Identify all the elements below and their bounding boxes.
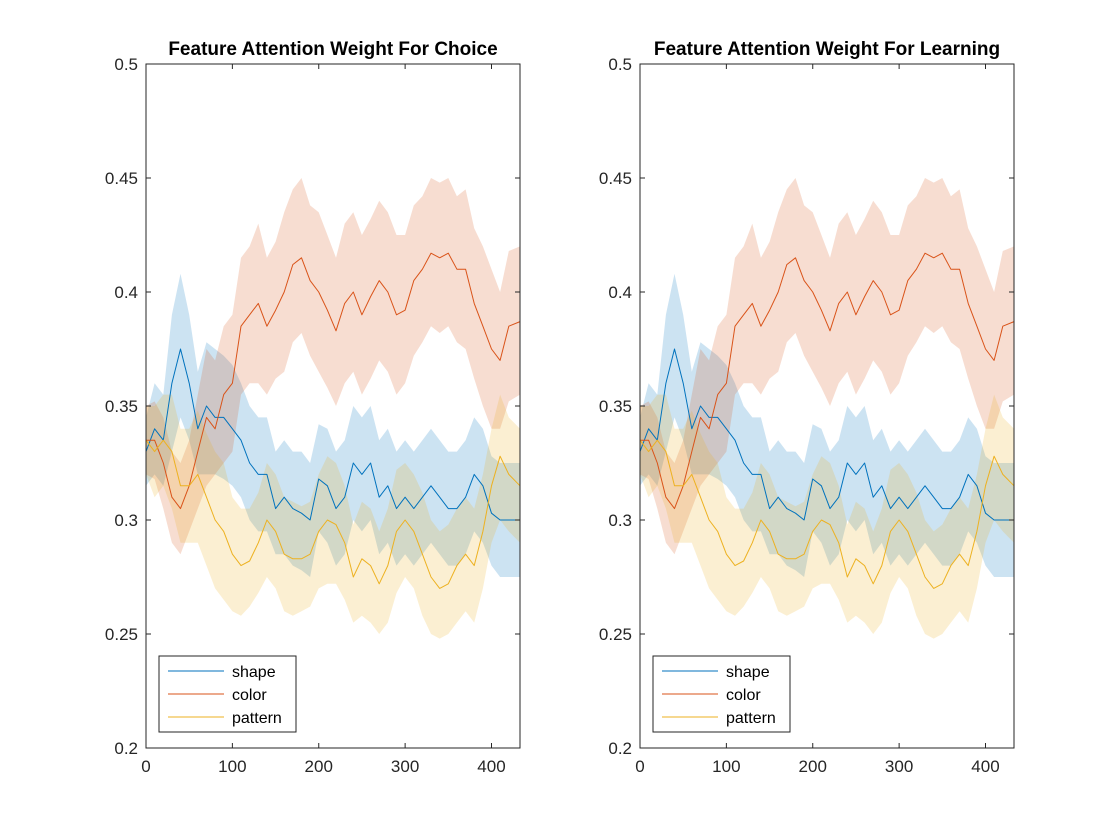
series-line-shape (145, 348, 520, 521)
y-tick-label: 0.3 (114, 511, 138, 530)
x-tick-label: 300 (391, 757, 419, 776)
series-line-color (640, 252, 1015, 510)
y-tick-label: 0.2 (608, 739, 632, 758)
x-tick-label: 0 (635, 757, 644, 776)
y-tick-label: 0.4 (114, 283, 138, 302)
y-tick-label: 0.35 (105, 397, 138, 416)
y-tick-label: 0.5 (608, 55, 632, 74)
legend: shape color pattern (158, 655, 297, 733)
band-color (640, 178, 1014, 555)
x-tick-label: 400 (971, 757, 999, 776)
x-tick-label: 200 (799, 757, 827, 776)
legend: shape color pattern (652, 655, 791, 733)
series-line-color (146, 252, 521, 510)
x-tick-label: 200 (305, 757, 333, 776)
series-line-pattern (145, 439, 521, 589)
y-tick-label: 0.25 (105, 625, 138, 644)
x-tick-label: 0 (141, 757, 150, 776)
chart-title: Feature Attention Weight For Learning (654, 39, 1000, 60)
band-pattern (640, 394, 1014, 639)
band-shape (640, 273, 1014, 577)
series-line-pattern (639, 439, 1015, 589)
chart-title: Feature Attention Weight For Choice (168, 39, 497, 60)
x-tick-label: 100 (218, 757, 246, 776)
y-tick-label: 0.5 (114, 55, 138, 74)
band-color (146, 178, 520, 555)
y-tick-label: 0.45 (599, 169, 632, 188)
band-pattern (146, 394, 520, 639)
legend-label-pattern: pattern (232, 710, 282, 727)
y-tick-label: 0.45 (105, 169, 138, 188)
x-tick-label: 400 (477, 757, 505, 776)
legend-label-color: color (232, 687, 267, 704)
chart-panel-1: 0 100 200 300 400 0.2 0.25 0.3 0.35 0.4 0.45 0.5 Fea… (599, 39, 1015, 776)
legend-label-shape: shape (232, 664, 276, 681)
chart-panel-0: 0 100 200 300 400 0.2 0.25 0.3 0.35 0.4 0.45 0.5 Fea… (105, 39, 521, 776)
band-shape (146, 273, 520, 577)
y-tick-label: 0.2 (114, 739, 138, 758)
x-tick-label: 100 (712, 757, 740, 776)
series-line-shape (639, 348, 1014, 521)
y-tick-label: 0.35 (599, 397, 632, 416)
legend-label-shape: shape (726, 664, 770, 681)
y-tick-label: 0.25 (599, 625, 632, 644)
y-tick-label: 0.3 (608, 511, 632, 530)
y-tick-label: 0.4 (608, 283, 632, 302)
x-tick-label: 300 (885, 757, 913, 776)
legend-label-pattern: pattern (726, 710, 776, 727)
legend-label-color: color (726, 687, 761, 704)
